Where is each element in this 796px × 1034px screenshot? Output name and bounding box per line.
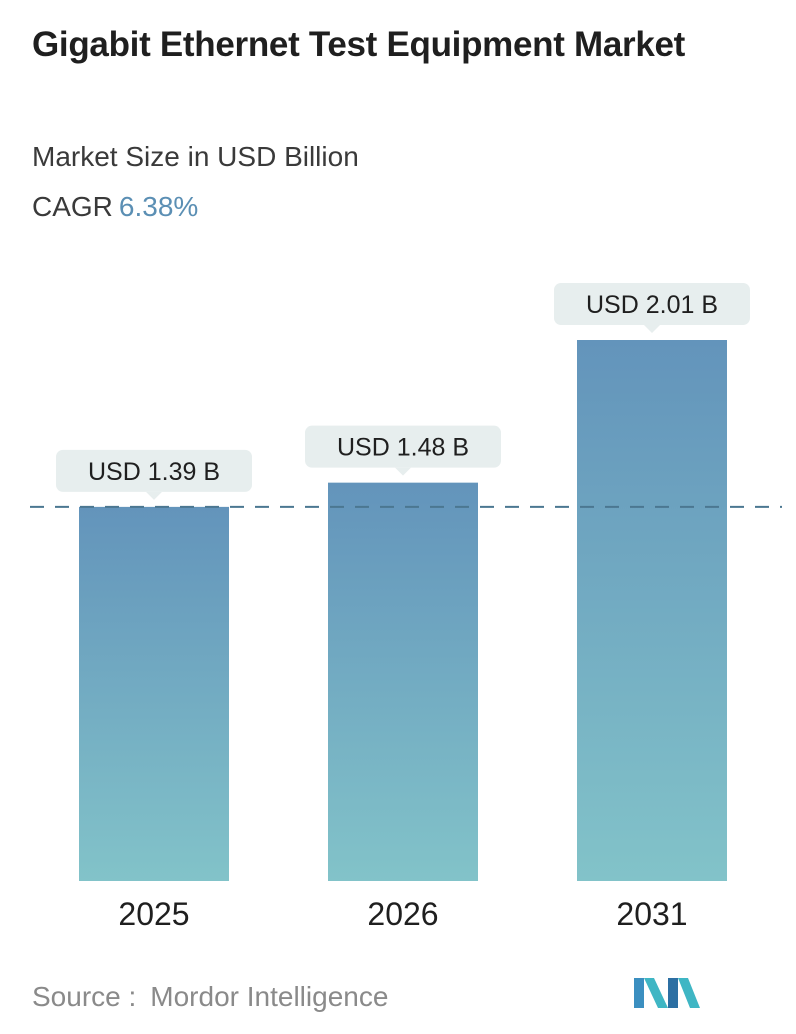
data-label-bubble-2025 [56,449,252,492]
data-label-bubble-2026 [305,425,501,468]
x-tick-label-2031: 2031 [616,896,687,932]
cagr-label: CAGR [32,191,113,222]
data-label-pointer-2031 [644,325,660,333]
data-label-pointer-2026 [395,467,411,476]
bar-2031 [577,340,727,881]
data-label-pointer-2025 [146,491,162,500]
data-label-bubble-2031 [554,283,750,325]
source-value: Mordor Intelligence [150,981,389,1012]
data-label-2031: USD 2.01 B [586,291,718,319]
x-tick-label-2026: 2026 [367,896,438,932]
mordor-intelligence-logo-icon [634,978,700,1008]
x-tick-label-2025: 2025 [118,896,189,932]
cagr-line: CAGR 6.38% [32,190,198,224]
data-label-2026: USD 1.48 B [337,434,469,462]
bar-2026 [328,482,478,881]
source-line: Source : Mordor Intelligence [32,980,388,1014]
source-label: Source : [32,981,137,1012]
chart-title: Gigabit Ethernet Test Equipment Market [32,25,686,64]
chart-subtitle: Market Size in USD Billion [32,141,359,172]
data-label-2025: USD 1.39 B [88,458,220,486]
cagr-value: 6.38% [118,191,199,222]
bar-2025 [79,506,229,881]
